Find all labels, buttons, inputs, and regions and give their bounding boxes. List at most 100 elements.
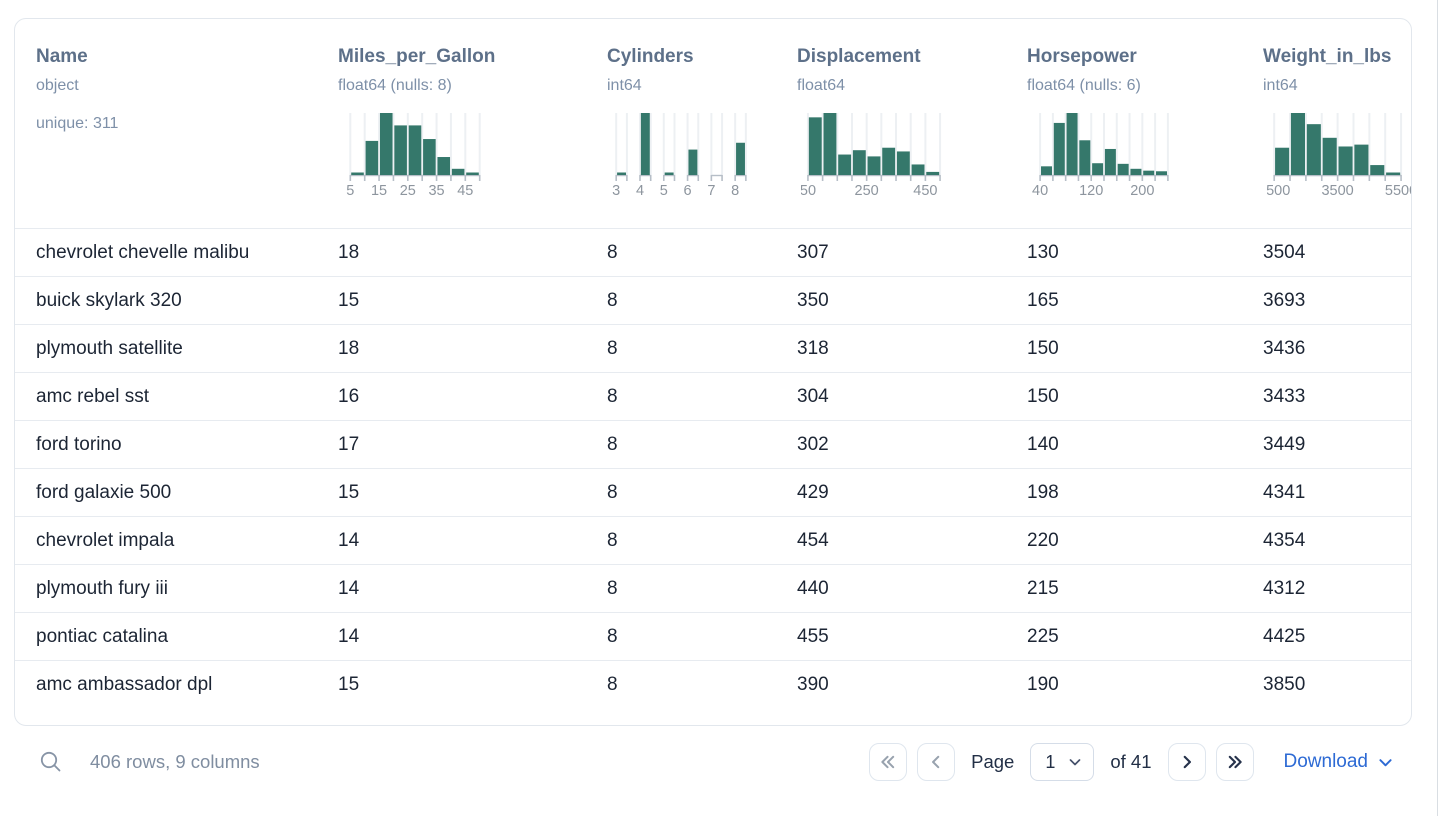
table-cell[interactable]: 14 (338, 577, 360, 599)
table-cell[interactable]: 14 (338, 625, 360, 647)
table-cell[interactable]: plymouth satellite (36, 337, 183, 359)
table-row[interactable]: chevrolet chevelle malibu 18 8 307 130 3504 (15, 229, 1411, 277)
table-cell[interactable]: 8 (607, 289, 618, 311)
table-cell[interactable]: 215 (1027, 577, 1059, 599)
table-cell[interactable]: 130 (1027, 241, 1059, 263)
table-cell[interactable]: 4341 (1263, 481, 1306, 503)
table-row[interactable]: pontiac catalina 14 8 455 225 4425 (15, 613, 1411, 661)
table-cell[interactable]: 198 (1027, 481, 1059, 503)
column-histogram[interactable]: 1500 3500 5500 (1267, 113, 1412, 198)
table-cell[interactable]: amc ambassador dpl (36, 674, 213, 695)
column-title: Miles_per_Gallon (338, 46, 496, 67)
table-cell[interactable]: 225 (1027, 625, 1059, 647)
table-cell[interactable]: 18 (338, 337, 360, 359)
table-cell[interactable]: 165 (1027, 289, 1059, 311)
table-cell[interactable]: 8 (607, 625, 618, 647)
svg-text:7: 7 (707, 183, 715, 198)
table-row[interactable]: amc rebel sst 16 8 304 150 3433 (15, 373, 1411, 421)
table-cell[interactable]: 350 (797, 289, 829, 311)
table-cell[interactable]: chevrolet impala (36, 529, 175, 551)
table-cell[interactable]: 14 (338, 529, 360, 551)
download-button[interactable]: Download (1284, 751, 1395, 773)
page-select[interactable]: 1 (1030, 743, 1095, 781)
table-cell[interactable]: 307 (797, 241, 829, 263)
column-type-label: int64 (607, 77, 642, 94)
table-cell[interactable]: 3436 (1263, 337, 1306, 359)
table-cell[interactable]: plymouth fury iii (36, 577, 168, 599)
table-cell[interactable]: 190 (1027, 674, 1059, 695)
svg-text:5: 5 (660, 183, 668, 198)
next-page-button[interactable] (1167, 743, 1206, 781)
column-histogram[interactable]: 5 15 25 35 45 (342, 113, 488, 198)
table-cell[interactable]: 3504 (1263, 241, 1306, 263)
svg-text:45: 45 (457, 183, 473, 198)
table-cell[interactable]: 8 (607, 337, 618, 359)
table-cell[interactable]: 4425 (1263, 625, 1306, 647)
table-cell[interactable]: amc rebel sst (36, 385, 149, 407)
search-icon[interactable] (38, 749, 64, 775)
table-cell[interactable]: 302 (797, 433, 829, 455)
table-row[interactable]: buick skylark 320 15 8 350 165 3693 (15, 277, 1411, 325)
table-cell[interactable]: 8 (607, 577, 618, 599)
table-cell[interactable]: 390 (797, 674, 829, 695)
column-histogram[interactable]: 50 250 450 (801, 113, 947, 198)
table-cell[interactable]: 3449 (1263, 433, 1306, 455)
svg-text:450: 450 (913, 183, 937, 198)
table-cell[interactable]: 18 (338, 241, 360, 263)
column-type-label: int64 (1263, 77, 1298, 94)
table-cell[interactable]: 4312 (1263, 577, 1306, 599)
table-cell[interactable]: 8 (607, 241, 618, 263)
table-cell[interactable]: 4354 (1263, 529, 1306, 551)
table-cell[interactable]: 140 (1027, 433, 1059, 455)
table-cell[interactable]: 3850 (1263, 674, 1306, 695)
table-cell[interactable]: 150 (1027, 337, 1059, 359)
table-row[interactable]: plymouth satellite 18 8 318 150 3436 (15, 325, 1411, 373)
svg-text:25: 25 (400, 183, 416, 198)
table-cell[interactable]: ford torino (36, 433, 122, 455)
last-page-button[interactable] (1215, 743, 1254, 781)
table-row[interactable]: ford torino 17 8 302 140 3449 (15, 421, 1411, 469)
table-cell[interactable]: 304 (797, 385, 829, 407)
table-cell[interactable]: 17 (338, 433, 360, 455)
table-cell[interactable]: chevrolet chevelle malibu (36, 241, 250, 263)
table-cell[interactable]: 15 (338, 674, 360, 695)
table-cell[interactable]: 220 (1027, 529, 1059, 551)
table-cell[interactable]: 15 (338, 481, 360, 503)
table-cell[interactable]: 3693 (1263, 289, 1306, 311)
table-row[interactable]: chevrolet impala 14 8 454 220 4354 (15, 517, 1411, 565)
svg-text:40: 40 (1032, 183, 1048, 198)
table-cell[interactable]: 318 (797, 337, 829, 359)
table-cell[interactable]: 3433 (1263, 385, 1306, 407)
table-cell[interactable]: buick skylark 320 (36, 289, 182, 311)
page-select-value: 1 (1045, 751, 1056, 772)
column-title: Cylinders (607, 46, 694, 67)
table-row[interactable]: plymouth fury iii 14 8 440 215 4312 (15, 565, 1411, 613)
table-cell[interactable]: 150 (1027, 385, 1059, 407)
previous-page-button[interactable] (917, 743, 956, 781)
download-label: Download (1283, 751, 1369, 772)
column-histogram[interactable]: 40 120 200 (1031, 113, 1177, 198)
table-cell[interactable]: 8 (607, 674, 618, 695)
svg-text:200: 200 (1130, 183, 1154, 198)
table-cell[interactable]: 8 (607, 433, 618, 455)
table-cell[interactable]: ford galaxie 500 (36, 481, 172, 503)
column-title: Weight_in_lbs (1263, 46, 1392, 67)
table-cell[interactable]: 8 (607, 529, 618, 551)
table-cell[interactable]: 454 (797, 529, 829, 551)
table-cell[interactable]: 429 (797, 481, 829, 503)
svg-text:5500: 5500 (1385, 183, 1412, 198)
table-cell[interactable]: 15 (338, 289, 360, 311)
table-cell[interactable]: 455 (797, 625, 829, 647)
table-cell[interactable]: 8 (607, 481, 618, 503)
first-page-button[interactable] (869, 743, 908, 781)
table-row[interactable]: amc ambassador dpl 15 8 390 190 3850 (15, 661, 1411, 709)
table-cell[interactable]: 440 (797, 577, 829, 599)
table-row[interactable]: ford galaxie 500 15 8 429 198 4341 (15, 469, 1411, 517)
table-cell[interactable]: 16 (338, 385, 360, 407)
double-chevron-left-icon (881, 755, 895, 769)
column-type-label: float64 (nulls: 6) (1027, 77, 1141, 94)
table-cell[interactable]: 8 (607, 385, 618, 407)
chevron-left-icon (932, 755, 940, 769)
table-cell[interactable]: pontiac catalina (36, 625, 169, 647)
